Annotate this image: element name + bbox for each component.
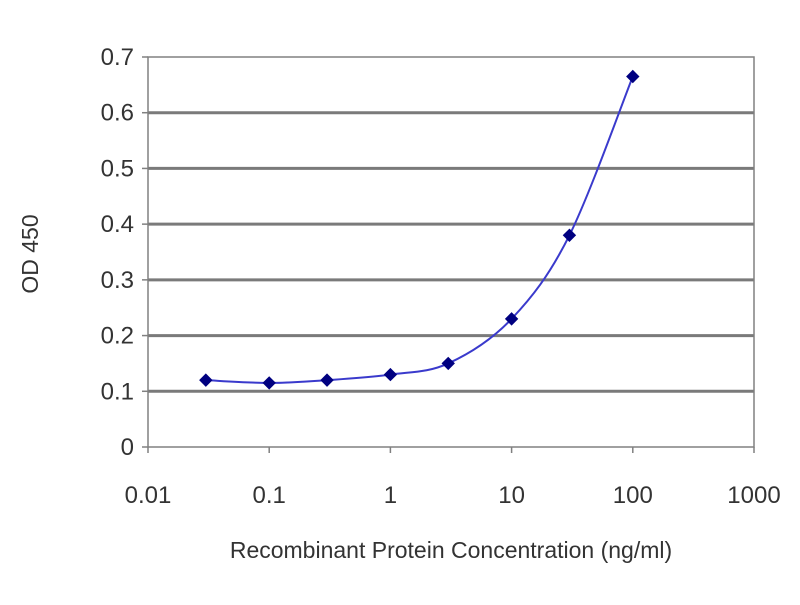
y-tick-label-3: 0.3 bbox=[101, 267, 134, 294]
plot-area bbox=[147, 56, 755, 448]
y-tick-label-4: 0.4 bbox=[101, 211, 134, 238]
data-point-5 bbox=[441, 356, 455, 371]
y-tick-label-2: 0.2 bbox=[101, 323, 134, 350]
x-tick-label-4: 100 bbox=[613, 482, 653, 509]
data-point-2 bbox=[262, 376, 276, 390]
axis-ticks: 0 0.1 0.2 0.3 0.4 0.5 0.6 0.7 0.01 0.1 1 10 100 1000 bbox=[101, 44, 781, 509]
y-tick-label-0: 0 bbox=[121, 434, 134, 461]
x-tick-label-0: 0.01 bbox=[125, 482, 172, 509]
x-tick-label-3: 10 bbox=[498, 482, 525, 509]
y-tick-label-1: 0.1 bbox=[101, 378, 134, 405]
grid-lines bbox=[148, 111, 754, 393]
x-axis-title: Recombinant Protein Concentration (ng/ml… bbox=[230, 537, 672, 563]
x-tick-label-5: 1000 bbox=[727, 482, 780, 509]
data-point-7 bbox=[562, 228, 577, 242]
y-tick-label-5: 0.5 bbox=[101, 155, 134, 182]
data-point-8 bbox=[626, 69, 640, 84]
y-tick-label-6: 0.6 bbox=[101, 100, 134, 127]
data-point-1 bbox=[199, 373, 213, 387]
series-1 bbox=[199, 69, 640, 390]
data-point-3 bbox=[320, 373, 334, 387]
y-tick-label-7: 0.7 bbox=[101, 44, 134, 71]
x-tick-label-2: 1 bbox=[384, 482, 397, 509]
y-axis-title: OD 450 bbox=[17, 214, 43, 293]
data-point-6 bbox=[504, 312, 519, 326]
x-tick-label-1: 0.1 bbox=[253, 482, 286, 509]
data-point-4 bbox=[383, 367, 398, 382]
